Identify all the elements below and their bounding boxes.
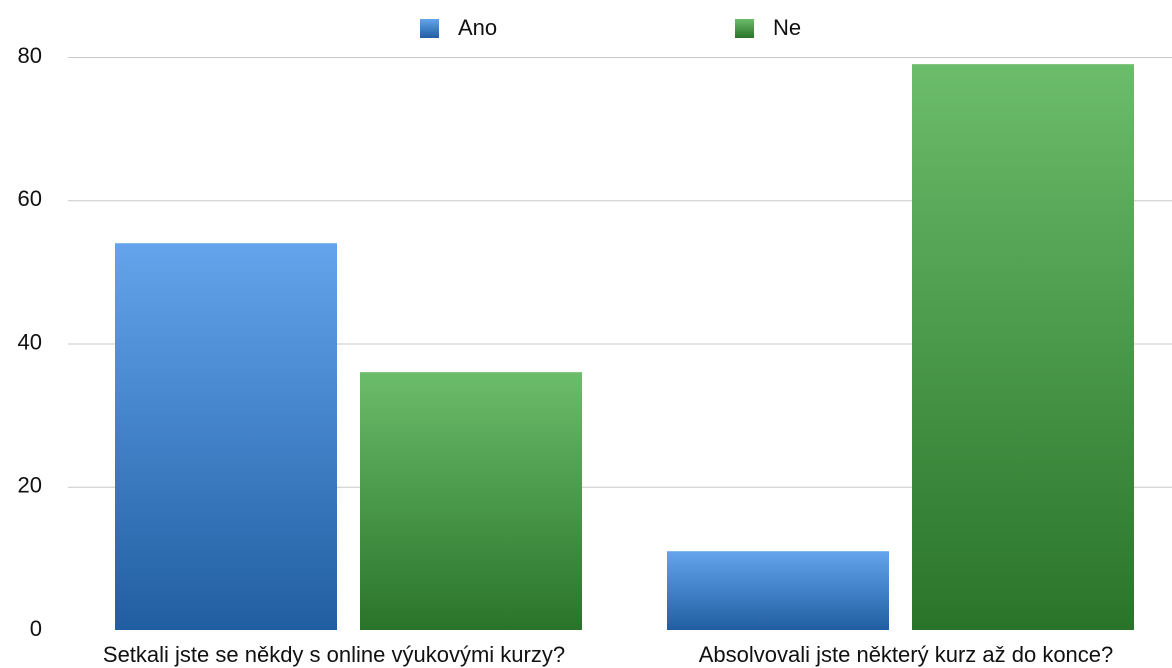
legend-label: Ano (458, 15, 497, 40)
y-tick-label: 20 (18, 473, 42, 498)
bar (360, 372, 582, 630)
x-tick-label: Absolvovali jste některý kurz až do konc… (699, 642, 1114, 667)
legend-label: Ne (773, 15, 801, 40)
legend-swatch (735, 19, 754, 38)
x-tick-label: Setkali jste se někdy s online výukovými… (103, 642, 565, 667)
y-tick-label: 80 (18, 43, 42, 68)
y-tick-label: 60 (18, 186, 42, 211)
bar (667, 551, 889, 630)
legend-swatch (420, 19, 439, 38)
y-tick-label: 40 (18, 329, 42, 354)
bar (115, 243, 337, 630)
y-tick-label: 0 (30, 616, 42, 641)
bar (912, 64, 1134, 631)
